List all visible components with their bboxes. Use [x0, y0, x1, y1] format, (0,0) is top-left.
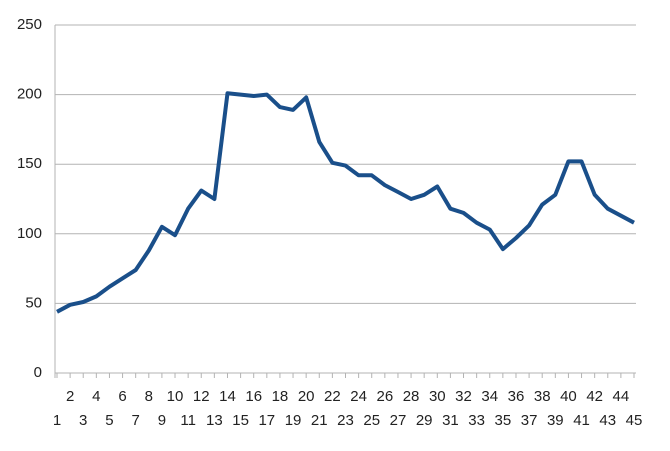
x-tick-label: 17	[258, 412, 275, 429]
x-tick-label: 6	[118, 388, 126, 405]
x-tick-label: 43	[599, 412, 616, 429]
x-tick-label: 40	[560, 388, 577, 405]
x-tick-label: 22	[324, 388, 341, 405]
x-tick-label: 21	[311, 412, 328, 429]
x-tick-label: 36	[508, 388, 525, 405]
y-tick-label: 250	[17, 16, 42, 33]
x-tick-label: 13	[206, 412, 223, 429]
x-tick-label: 30	[429, 388, 446, 405]
x-tick-label: 41	[573, 412, 590, 429]
x-tick-label: 12	[193, 388, 210, 405]
x-tick-label: 4	[92, 388, 100, 405]
x-tick-label: 10	[167, 388, 184, 405]
x-tick-label: 42	[586, 388, 603, 405]
x-tick-label: 32	[455, 388, 472, 405]
y-tick-label: 150	[17, 155, 42, 172]
x-tick-label: 14	[219, 388, 236, 405]
x-tick-label: 37	[521, 412, 538, 429]
y-tick-label: 100	[17, 225, 42, 242]
x-tick-label: 39	[547, 412, 564, 429]
x-tick-label: 26	[376, 388, 393, 405]
y-tick-label: 50	[25, 294, 42, 311]
x-tick-label: 11	[180, 412, 196, 429]
x-tick-label: 2	[66, 388, 74, 405]
x-tick-label: 38	[534, 388, 551, 405]
x-tick-label: 29	[416, 412, 433, 429]
x-tick-label: 35	[495, 412, 512, 429]
x-tick-label: 27	[390, 412, 407, 429]
x-tick-label: 15	[232, 412, 249, 429]
x-tick-label: 19	[285, 412, 302, 429]
data-line	[56, 91, 635, 314]
x-tick-label: 3	[79, 412, 87, 429]
x-tick-label: 24	[350, 388, 367, 405]
y-tick-label: 0	[34, 364, 42, 381]
x-tick-label: 18	[272, 388, 289, 405]
x-tick-label: 23	[337, 412, 354, 429]
x-tick-label: 25	[363, 412, 380, 429]
x-tick-label: 9	[158, 412, 166, 429]
x-tick-label: 20	[298, 388, 315, 405]
x-tick-label: 31	[442, 412, 459, 429]
x-tick-label: 1	[53, 412, 61, 429]
y-tick-label: 200	[17, 86, 42, 103]
x-tick-label: 44	[613, 388, 630, 405]
x-tick-label: 16	[245, 388, 262, 405]
x-tick-label: 8	[145, 388, 153, 405]
x-tick-label: 28	[403, 388, 420, 405]
x-tick-label: 33	[468, 412, 485, 429]
x-tick-label: 45	[626, 412, 643, 429]
x-tick-label: 7	[132, 412, 140, 429]
x-tick-label: 5	[105, 412, 113, 429]
x-tick-label: 34	[481, 388, 498, 405]
